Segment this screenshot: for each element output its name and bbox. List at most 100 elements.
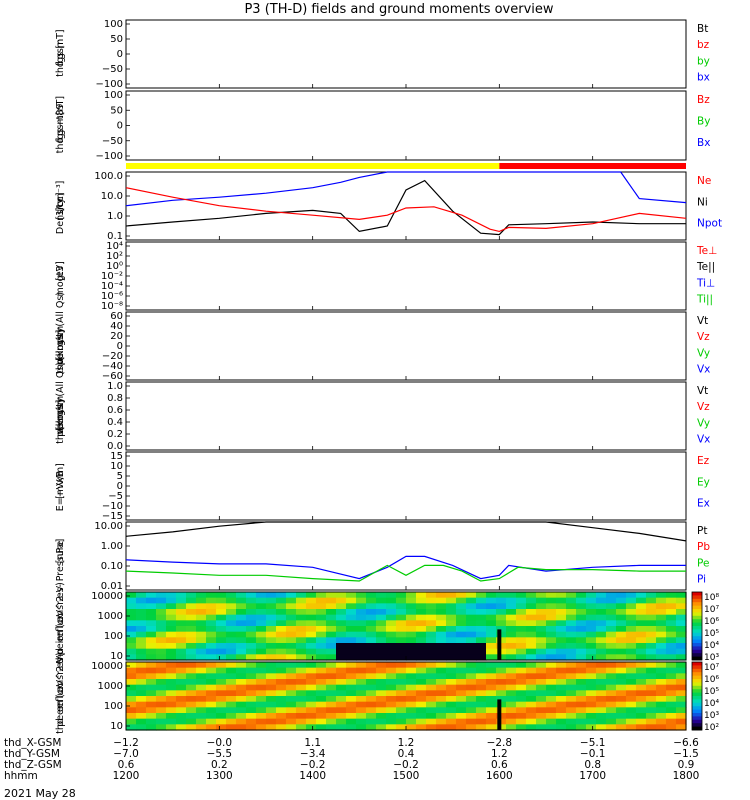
spectrogram-cell	[306, 643, 317, 650]
spectrogram-cell	[546, 679, 557, 686]
spectrogram-cell	[216, 626, 227, 633]
spectrogram-cell	[406, 673, 417, 680]
y-tick-label: 0	[117, 481, 123, 492]
spectrogram-cell	[256, 718, 267, 725]
y-tick-label: 10.00	[94, 521, 123, 532]
spectrogram-cell	[506, 662, 517, 669]
spectrogram-cell	[356, 620, 367, 627]
x-axis-value: 1.1	[304, 737, 321, 749]
spectrogram-cell	[516, 679, 527, 686]
spectrogram-cell	[406, 648, 417, 655]
spectrogram-cell	[366, 620, 377, 627]
spectrogram-cell	[446, 620, 457, 627]
spectrogram-cell	[126, 718, 137, 725]
spectrogram-cell	[596, 637, 607, 644]
spectrogram-cell	[586, 643, 597, 650]
spectrogram-cell	[146, 648, 157, 655]
spectrogram-cell	[576, 643, 587, 650]
spectrogram-cell	[516, 662, 527, 669]
x-axis-value: 1600	[486, 770, 513, 782]
y-axis-label-line: fgs	[55, 52, 66, 66]
spectrogram-cell	[536, 626, 547, 633]
colorbar-segment	[692, 709, 702, 714]
spectrogram-cell	[236, 597, 247, 604]
spectrogram-cell	[466, 724, 477, 731]
y-axis-label-line: mogt3	[55, 266, 66, 297]
spectrogram-cell	[676, 592, 687, 599]
spectrogram-cell	[306, 667, 317, 674]
spectrogram-cell	[616, 673, 627, 680]
x-axis-value: 1700	[579, 770, 606, 782]
y-axis-label-line: thd	[55, 428, 66, 444]
spectrogram-cell	[626, 592, 637, 599]
spectrogram-cell	[466, 673, 477, 680]
spectrogram-cell	[556, 597, 567, 604]
y-axis-label-line: peer	[55, 415, 66, 437]
spectrogram-cell	[256, 620, 267, 627]
spectrogram-cell	[396, 614, 407, 621]
spectrogram-cell	[356, 631, 367, 638]
spectrogram-cell	[606, 643, 617, 650]
colorbar-frame	[691, 661, 703, 731]
spectrogram-cell	[456, 614, 467, 621]
spectrogram-cell	[666, 609, 677, 616]
spectrogram-cell	[206, 684, 217, 691]
spectrogram-cell	[636, 662, 647, 669]
spectrogram-cell	[136, 662, 147, 669]
spectrogram-cell	[196, 718, 207, 725]
spectrogram-cell	[246, 637, 257, 644]
spectrogram-cell	[506, 631, 517, 638]
spectrogram-cell	[636, 690, 647, 697]
y-axis-label-line: peir	[55, 637, 66, 656]
spectrogram-cell	[596, 684, 607, 691]
spectrogram-cell	[206, 667, 217, 674]
spectrogram-cell	[466, 654, 477, 661]
spectrogram-cell	[126, 667, 137, 674]
spectrogram-cell	[416, 609, 427, 616]
spectrogram-cell	[516, 707, 527, 714]
spectrogram-cell	[226, 696, 237, 703]
spectrogram-cell	[216, 620, 227, 627]
spectrogram-cell	[646, 713, 657, 720]
y-tick-label: 0.4	[107, 417, 123, 428]
spectrogram-cell	[596, 696, 607, 703]
spectrogram-cell	[146, 701, 157, 708]
spectrogram-cell	[156, 662, 167, 669]
spectrogram-cell	[586, 724, 597, 731]
spectrogram-cell	[486, 701, 497, 708]
spectrogram-cell	[276, 696, 287, 703]
spectrogram-cell	[586, 701, 597, 708]
spectrogram-cell	[366, 673, 377, 680]
spectrogram-cell	[326, 713, 337, 720]
spectrogram-cell	[586, 696, 597, 703]
spectrogram-cell	[176, 654, 187, 661]
spectrogram-cell	[206, 701, 217, 708]
spectrogram-cell	[346, 667, 357, 674]
spectrogram-cell	[356, 614, 367, 621]
spectrogram-cell	[266, 713, 277, 720]
spectrogram-cell	[676, 654, 687, 661]
spectrogram-cell	[406, 637, 417, 644]
spectrogram-cell	[256, 637, 267, 644]
y-axis-label-line: thd	[55, 358, 66, 374]
spectrogram-cell	[676, 603, 687, 610]
spectrogram-cell	[396, 701, 407, 708]
spectrogram-cell	[576, 637, 587, 644]
spectrogram-cell	[246, 592, 257, 599]
spectrogram-cell	[256, 667, 267, 674]
spectrogram-cell	[576, 690, 587, 697]
spectrogram-cell	[406, 690, 417, 697]
spectrogram-cell	[126, 673, 137, 680]
spectrogram-cell	[426, 701, 437, 708]
spectrogram-cell	[366, 667, 377, 674]
spectrogram-cell	[276, 673, 287, 680]
spectrogram-cell	[236, 662, 247, 669]
spectrogram-cell	[326, 707, 337, 714]
spectrogram-cell	[636, 673, 647, 680]
spectrogram-cell	[436, 679, 447, 686]
spectrogram-cell	[556, 620, 567, 627]
spectrogram-cell	[456, 724, 467, 731]
spectrogram-cell	[636, 597, 647, 604]
spectrogram-cell	[276, 603, 287, 610]
spectrogram-cell	[676, 597, 687, 604]
